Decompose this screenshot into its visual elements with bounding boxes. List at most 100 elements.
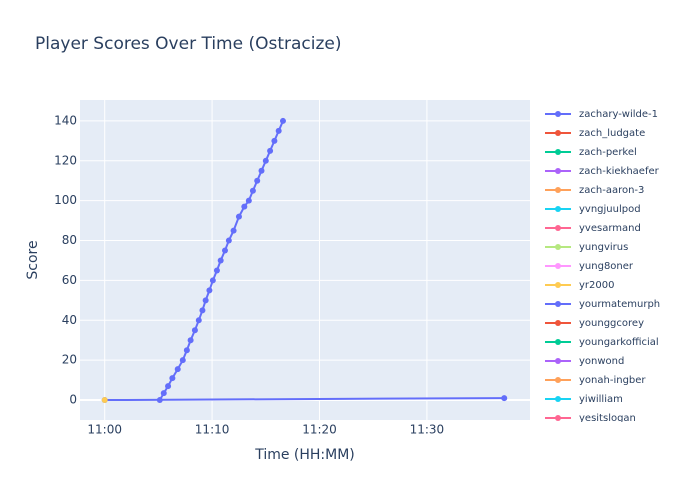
legend-item[interactable]: yvngjuulpod	[545, 204, 641, 215]
legend-label: yonwond	[579, 356, 624, 367]
data-point	[199, 307, 206, 314]
legend-marker	[555, 320, 561, 326]
legend-marker	[555, 396, 561, 402]
data-point	[221, 247, 228, 254]
data-point	[183, 347, 190, 354]
legend-item[interactable]: yvesarmand	[545, 223, 641, 234]
legend-item[interactable]: yonah-ingber	[545, 375, 646, 386]
legend-item[interactable]: zach-kiekhaefer	[545, 166, 660, 177]
data-point	[187, 337, 194, 344]
y-tick-label: 100	[54, 193, 77, 207]
data-point	[275, 127, 282, 134]
data-point	[101, 397, 108, 404]
data-point	[501, 395, 508, 402]
legend-item[interactable]: yonwond	[545, 356, 624, 367]
x-tick-label: 11:10	[195, 423, 230, 437]
legend-label: younggcorey	[579, 318, 644, 329]
y-axis-title: Score	[25, 240, 41, 279]
data-point	[174, 366, 181, 373]
legend-marker	[555, 206, 561, 212]
legend-label: zach_ludgate	[579, 128, 645, 139]
legend-item[interactable]: zach-perkel	[545, 147, 637, 158]
data-point	[249, 187, 256, 194]
x-tick-label: 11:20	[302, 423, 337, 437]
data-point	[241, 203, 248, 210]
legend-label: yungvirus	[579, 242, 628, 253]
legend-marker	[555, 282, 561, 288]
legend-label: youngarkofficial	[579, 337, 659, 348]
legend-label: zach-perkel	[579, 147, 637, 158]
legend-label: yr2000	[579, 280, 614, 291]
legend-label: yonah-ingber	[579, 375, 646, 386]
legend-marker	[555, 149, 561, 155]
data-point	[165, 383, 172, 390]
legend-label: zach-kiekhaefer	[579, 166, 660, 177]
legend-label: yiwilliam	[579, 394, 623, 405]
chart-title: Player Scores Over Time (Ostracize)	[35, 34, 342, 54]
plot-area	[80, 100, 530, 420]
data-point	[206, 287, 213, 294]
data-point	[213, 267, 220, 274]
legend-marker	[555, 187, 561, 193]
y-tick-label: 0	[69, 393, 77, 407]
legend-marker	[555, 130, 561, 136]
legend-marker	[555, 358, 561, 364]
legend-item[interactable]: zachary-wilde-1	[545, 109, 658, 120]
legend-label: yvesarmand	[579, 223, 641, 234]
series-line	[104, 397, 505, 402]
legend-item[interactable]: yungvirus	[545, 242, 628, 253]
data-point	[230, 227, 237, 234]
data-point	[179, 357, 186, 364]
data-point	[262, 157, 269, 164]
data-point	[156, 397, 163, 404]
legend-item[interactable]: youngarkofficial	[545, 337, 659, 348]
data-point	[191, 327, 198, 334]
legend-item[interactable]: yung8oner	[545, 261, 634, 272]
data-point	[245, 197, 252, 204]
legend-item[interactable]: yesitslogan	[545, 413, 636, 424]
legend-label: zachary-wilde-1	[579, 109, 658, 120]
data-point	[254, 177, 261, 184]
data-point	[160, 390, 167, 397]
legend-label: zach-aaron-3	[579, 185, 644, 196]
y-tick-label: 20	[62, 353, 77, 367]
y-tick-label: 40	[62, 313, 77, 327]
legend-marker	[555, 339, 561, 345]
y-tick-label: 140	[54, 113, 77, 127]
legend-marker	[555, 225, 561, 231]
data-point	[271, 137, 278, 144]
data-point	[195, 317, 202, 324]
legend-marker	[555, 244, 561, 250]
legend-item[interactable]: zach_ludgate	[545, 128, 645, 139]
data-point	[217, 257, 224, 264]
legend-item[interactable]: yiwilliam	[545, 394, 623, 405]
y-tick-label: 80	[62, 233, 77, 247]
x-tick-label: 11:30	[410, 423, 445, 437]
data-point	[235, 213, 242, 220]
data-point	[169, 375, 176, 382]
y-tick-label: 60	[62, 273, 77, 287]
legend-item[interactable]: zach-aaron-3	[545, 185, 644, 196]
legend-marker	[555, 377, 561, 383]
y-tick-label: 120	[54, 153, 77, 167]
legend-marker	[555, 263, 561, 269]
legend-label: yesitslogan	[579, 413, 636, 424]
data-point	[225, 237, 232, 244]
legend-label: yung8oner	[579, 261, 634, 272]
legend-marker	[555, 301, 561, 307]
data-point	[279, 117, 286, 124]
x-axis-title: Time (HH:MM)	[254, 447, 355, 463]
legend-item[interactable]: yr2000	[545, 280, 614, 291]
data-point	[209, 277, 216, 284]
legend-label: yvngjuulpod	[579, 204, 641, 215]
legend-label: yourmatemurph	[579, 299, 660, 310]
data-point	[267, 147, 274, 154]
x-tick-label: 11:00	[87, 423, 122, 437]
legend-item[interactable]: younggcorey	[545, 318, 644, 329]
legend-marker	[555, 168, 561, 174]
data-point	[258, 167, 265, 174]
legend-item[interactable]: yourmatemurph	[545, 299, 660, 310]
legend-marker	[555, 111, 561, 117]
legend-marker	[555, 415, 561, 421]
